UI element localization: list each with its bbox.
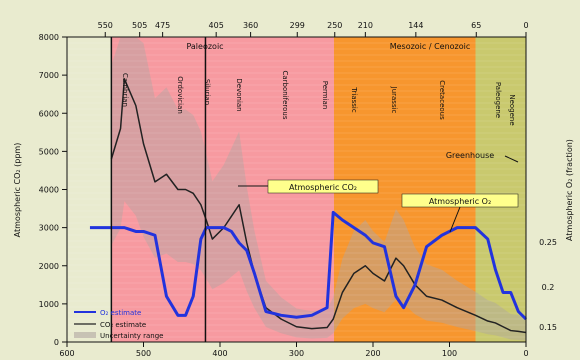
greenhouse-label: Greenhouse [446,151,494,160]
left-tick-label: 6000 [39,109,59,118]
left-tick-label: 0 [54,338,59,347]
top-tick-label: 299 [290,21,305,30]
top-tick-label: 505 [132,21,147,30]
bottom-tick-label: 200 [365,349,380,358]
top-tick-label: 65 [471,21,481,30]
co2-callout-text: Atmospheric CO₂ [289,183,357,192]
o2-series-line [89,210,528,321]
y-axis-left-label: Atmospheric CO₂ (ppm) [13,143,22,238]
period-label: Carboniferous [281,70,289,119]
legend-label-co2: CO₂ estimate [100,321,146,329]
top-tick-label: 360 [243,21,258,30]
greenhouse-pointer [504,155,519,163]
bottom-tick-label: 300 [289,349,304,358]
left-tick-label: 7000 [39,71,59,80]
y-axis-right-label: Atmospheric O₂ (fraction) [565,139,574,241]
period-label: Silurian [203,79,211,105]
era-label-mesozoic-cenozoic: Mesozoic / Cenozoic [390,42,471,51]
period-label: Paleogene [494,82,502,118]
top-tick-label: 550 [98,21,113,30]
era-band-cenozoic [475,37,526,342]
co2-series-line [110,78,527,334]
period-label: Triassic [350,86,358,113]
left-tick-label: 8000 [39,33,59,42]
legend-label-uncertainty: Uncertainty range [100,332,163,340]
bottom-tick-label: 400 [212,349,227,358]
bottom-tick-label: 100 [442,349,457,358]
bottom-tick-label: 500 [136,349,151,358]
legend-swatch-uncertainty [74,332,96,338]
period-label: Jurassic [390,86,398,114]
right-tick-label: 0.25 [539,238,557,247]
period-label: Cretaceous [438,80,446,120]
period-label: Devonian [235,78,243,111]
top-tick-label: 475 [155,21,170,30]
o2-callout-text: Atmospheric O₂ [429,197,491,206]
legend-label-o2: O₂ estimate [100,309,141,317]
left-tick-label: 1000 [39,300,59,309]
era-label-paleozoic: Paleozoic [186,42,223,51]
top-tick-label: 405 [209,21,224,30]
left-tick-label: 2000 [39,262,59,271]
left-tick-label: 3000 [39,224,59,233]
left-tick-label: 5000 [39,147,59,156]
right-tick-label: 0.2 [542,283,555,292]
top-tick-label: 210 [358,21,373,30]
o2-callout-pointer [449,206,461,233]
period-label: Neogene [508,94,516,125]
o2-callout: Atmospheric O₂ [401,193,519,208]
top-tick-label: 0 [523,21,528,30]
top-tick-label: 144 [408,21,423,30]
period-label: Permian [321,81,329,110]
bottom-tick-label: 600 [59,349,74,358]
top-tick-label: 250 [327,21,342,30]
right-tick-label: 0.15 [539,323,557,332]
co2-callout: Atmospheric CO₂ [267,179,379,194]
bottom-tick-label: 0 [523,349,528,358]
left-tick-label: 4000 [39,186,59,195]
legend: O₂ estimate CO₂ estimate Uncertainty range [74,309,163,340]
period-label: Cambrian [121,73,129,107]
period-label: Ordovician [176,76,184,114]
